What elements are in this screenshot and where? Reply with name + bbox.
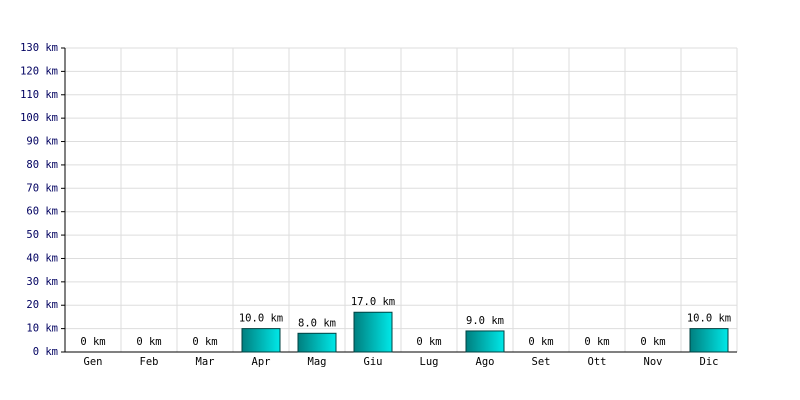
value-label: 0 km [192, 336, 217, 348]
x-tick-label: Giu [364, 356, 383, 368]
value-label: 0 km [528, 336, 553, 348]
y-tick-label: 0 km [33, 346, 58, 358]
x-tick-label: Mag [308, 356, 327, 368]
y-tick-label: 40 km [26, 252, 58, 264]
bar [353, 311, 393, 353]
x-tick-label: Nov [644, 356, 663, 368]
y-tick-label: 60 km [26, 206, 58, 218]
y-tick-label: 50 km [26, 229, 58, 241]
y-tick-label: 90 km [26, 136, 58, 148]
value-label: 0 km [584, 336, 609, 348]
x-tick-label: Set [532, 356, 551, 368]
y-tick-label: 30 km [26, 276, 58, 288]
value-label: 17.0 km [351, 296, 395, 308]
y-tick-label: 120 km [20, 65, 58, 77]
y-tick-label: 80 km [26, 159, 58, 171]
value-label: 0 km [80, 336, 105, 348]
value-label: 0 km [136, 336, 161, 348]
value-label: 8.0 km [298, 317, 336, 329]
y-tick-label: 100 km [20, 112, 58, 124]
x-tick-label: Mar [196, 356, 215, 368]
value-label: 0 km [640, 336, 665, 348]
bar [689, 328, 729, 353]
x-tick-label: Ott [588, 356, 607, 368]
y-tick-label: 10 km [26, 323, 58, 335]
x-tick-label: Ago [476, 356, 495, 368]
y-tick-label: 70 km [26, 182, 58, 194]
value-label: 9.0 km [466, 315, 504, 327]
x-tick-label: Feb [140, 356, 159, 368]
bar [465, 330, 505, 353]
x-tick-label: Gen [84, 356, 103, 368]
y-tick-label: 110 km [20, 89, 58, 101]
value-label: 0 km [416, 336, 441, 348]
x-tick-label: Apr [252, 356, 271, 368]
x-tick-label: Lug [420, 356, 439, 368]
value-label: 10.0 km [687, 313, 731, 325]
bar [241, 328, 281, 353]
bar [297, 332, 337, 353]
value-label: 10.0 km [239, 313, 283, 325]
y-tick-label: 20 km [26, 299, 58, 311]
x-tick-label: Dic [700, 356, 719, 368]
y-tick-label: 130 km [20, 42, 58, 54]
